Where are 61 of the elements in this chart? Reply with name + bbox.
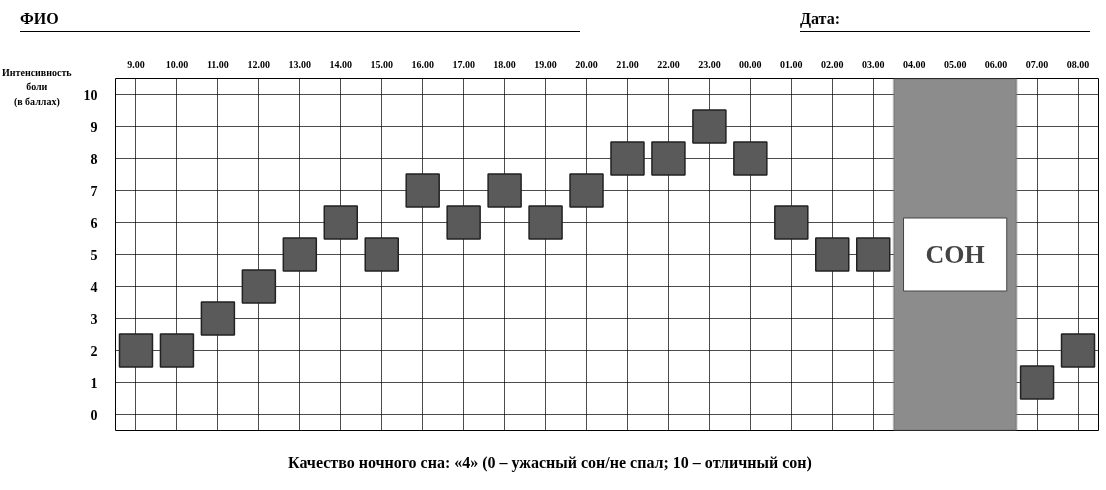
point: [282, 237, 318, 272]
y-tick-label: 5: [90, 247, 98, 263]
x-tick-label: 10.00: [165, 58, 189, 70]
y-tick-label: 1: [90, 375, 98, 391]
x-tick-label: 06.00: [984, 58, 1008, 70]
x-tick-label: 01.00: [780, 58, 803, 70]
point: [855, 237, 891, 272]
point: [487, 173, 522, 208]
y-tick-label: 4: [90, 279, 98, 295]
y-tick-label: 6: [90, 215, 98, 231]
x-tick-label: 00.00: [739, 58, 762, 70]
point: [733, 141, 768, 176]
text: ФИО: [20, 8, 580, 32]
x-tick-label: 02.00: [821, 58, 844, 70]
y-axis-title: Интенсивность боли (в баллах): [2, 66, 72, 109]
point: [405, 173, 440, 208]
x-tick-label: 08.00: [1066, 58, 1090, 70]
x-tick-label: 20.00: [575, 58, 598, 70]
x-tick-label: 12.00: [247, 58, 271, 70]
point: [692, 109, 727, 144]
x-tick-label: 07.00: [1025, 58, 1049, 70]
x-tick-label: 04.00: [902, 58, 926, 70]
x-tick-label: 14.00: [329, 58, 353, 70]
point: [323, 205, 359, 240]
point: [446, 205, 481, 240]
text: Дата:: [800, 8, 1090, 32]
x-tick-label: 13.00: [288, 58, 312, 70]
band-label: СОН: [925, 240, 985, 269]
x-tick-label: 17.00: [452, 58, 475, 70]
y-tick-label: 3: [90, 311, 98, 327]
point: [610, 141, 645, 176]
x-tick-label: 9.00: [127, 58, 145, 70]
point: [1060, 333, 1096, 368]
x-tick-label: 18.00: [493, 58, 516, 70]
y-tick-label: 0: [90, 407, 98, 423]
point: [200, 301, 236, 336]
x-tick-label: 16.00: [411, 58, 434, 70]
text: Качество ночного сна: «4» (0 – ужасный сон/не спал; 10 – отличный сон): [287, 453, 813, 474]
x-tick-label: 22.00: [657, 58, 680, 70]
point: [1019, 365, 1055, 400]
x-tick-label: 15.00: [370, 58, 393, 70]
x-tick-label: 19.00: [534, 58, 557, 70]
y-tick-label: 10: [83, 87, 98, 103]
x-tick-label: 11.00: [206, 58, 229, 70]
point: [118, 333, 154, 368]
x-tick-label: 21.00: [616, 58, 639, 70]
point: [159, 333, 195, 368]
y-tick-label: 9: [90, 119, 98, 135]
x-tick-label: 23.00: [698, 58, 721, 70]
point: [815, 237, 850, 272]
point: [569, 173, 604, 208]
point: [528, 205, 563, 240]
point: [774, 205, 809, 240]
point: [241, 269, 277, 304]
y-tick-label: 2: [90, 343, 98, 359]
y-tick-label: 8: [90, 151, 98, 167]
point: [651, 141, 686, 176]
x-tick-label: 03.00: [861, 58, 885, 70]
y-tick-label: 7: [90, 183, 98, 199]
x-tick-label: 05.00: [943, 58, 967, 70]
point: [364, 237, 399, 272]
